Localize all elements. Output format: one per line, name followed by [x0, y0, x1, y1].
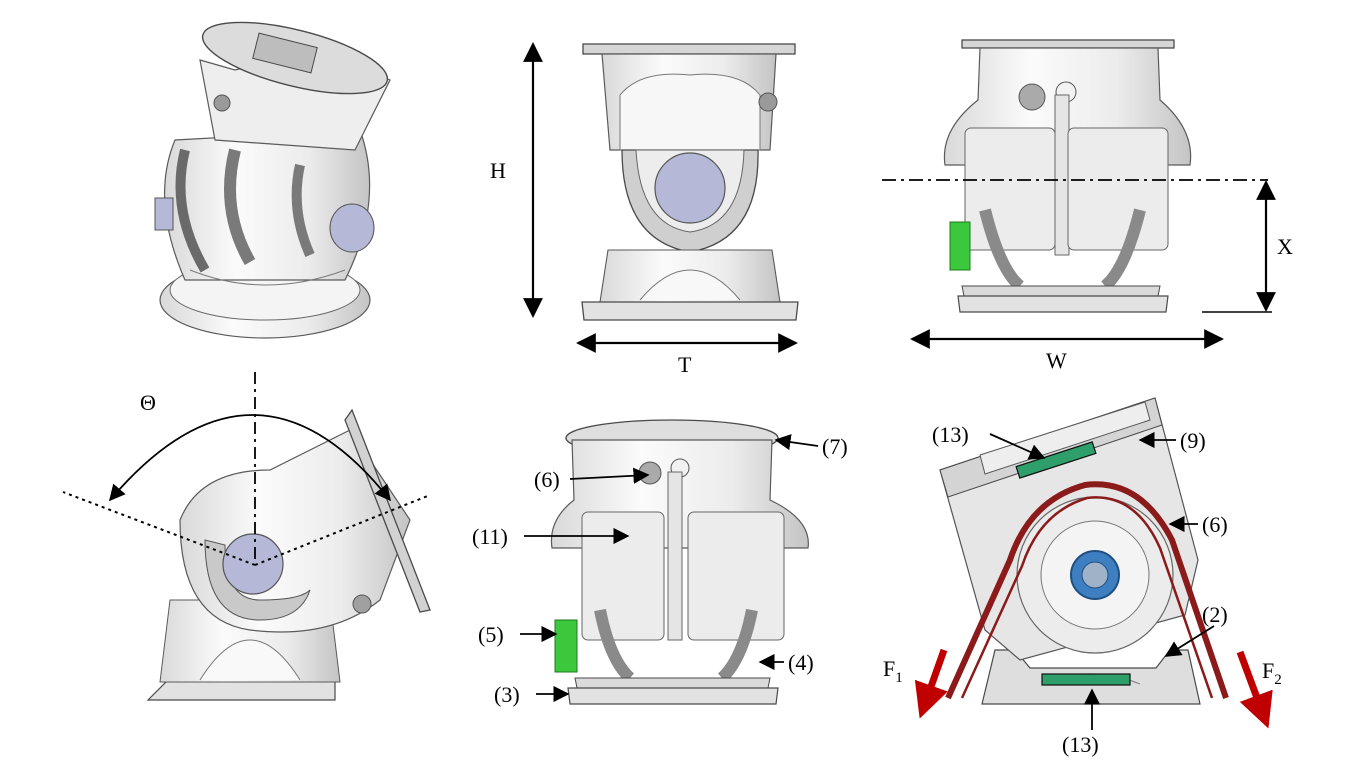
force-f2-arrow [1236, 650, 1273, 729]
callout-2-leader [1164, 625, 1215, 657]
height-label: H [490, 158, 506, 183]
callout-6-view: (6) [534, 467, 560, 492]
callout-11: (11) [472, 524, 508, 549]
callout-4: (4) [788, 650, 814, 675]
force-f1-arrow [914, 648, 948, 719]
sensor-bottom [1041, 673, 1131, 686]
cable-path [945, 481, 1229, 700]
isometric-view [154, 21, 391, 339]
side-view [943, 39, 1192, 313]
width-label: W [1046, 348, 1067, 373]
callout-13-top: (13) [932, 422, 969, 447]
cable-path-inner [960, 496, 1214, 699]
callout-13-bottom: (13) [1062, 732, 1099, 757]
angle-label: Θ [140, 390, 156, 415]
force-f1-label: F1 [883, 656, 903, 686]
front-view [581, 43, 799, 321]
tilted-view [146, 408, 431, 701]
force-f2-letter: F [1262, 658, 1274, 683]
callout-3: (3) [494, 682, 520, 707]
force-f1-letter: F [883, 656, 895, 681]
force-f2-label: F2 [1262, 658, 1282, 688]
force-f1-sub: 1 [895, 670, 903, 686]
callout-9: (9) [1180, 428, 1206, 453]
callout-7-leader [774, 434, 819, 451]
callout-7: (7) [822, 434, 848, 459]
offset-label: X [1277, 234, 1293, 259]
callout-13-top-leader [989, 433, 1046, 460]
force-f2-sub: 2 [1274, 672, 1282, 688]
callout-side-view [550, 419, 809, 705]
callout-6-section: (6) [1202, 512, 1228, 537]
callout-2: (2) [1202, 602, 1228, 627]
thickness-label: T [678, 352, 692, 377]
sensor-top [1015, 441, 1097, 479]
callout-5: (5) [478, 622, 504, 647]
angle-arc-arrow [108, 414, 392, 502]
callout-6-view-leader [569, 467, 650, 484]
